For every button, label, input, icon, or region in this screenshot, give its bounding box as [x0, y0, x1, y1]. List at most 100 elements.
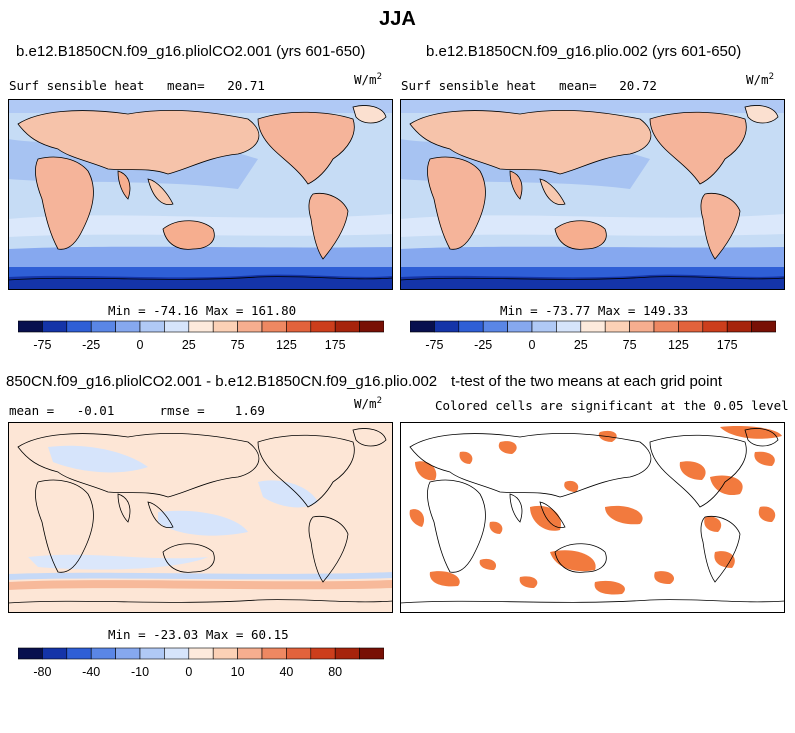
colorbar-box: [237, 320, 263, 333]
colorbar-box: [556, 320, 582, 333]
panel2-stats: Min = -73.77 Max = 149.33: [500, 303, 689, 318]
colorbar-box: [531, 320, 557, 333]
colorbar-box: [261, 320, 287, 333]
colorbar-tick-label: 75: [231, 338, 245, 352]
panel2-case-title: b.e12.B1850CN.f09_g16.plio.002 (yrs 601-…: [426, 43, 742, 60]
map-cool-patch-south: [28, 554, 208, 570]
panel2-units-base: W/m: [746, 72, 769, 88]
map-arctic-band: [400, 99, 785, 113]
map-south-america: [700, 192, 741, 260]
colorbar-box: [702, 320, 728, 333]
colorbar-tick-label: 125: [276, 338, 297, 352]
panel2-colorbar: -75 -25 0 25 75 125 175: [410, 320, 776, 354]
map-greenland: [352, 428, 387, 447]
colorbar-tick-label: -40: [82, 665, 100, 679]
colorbar-tick-label: 10: [231, 665, 245, 679]
colorbar-box: [751, 320, 776, 333]
colorbar-box: [212, 647, 238, 660]
panel4-map-svg: [400, 422, 785, 613]
colorbar-box: [164, 320, 190, 333]
map-australia: [162, 220, 215, 250]
colorbar-tick-label: 80: [328, 665, 342, 679]
colorbar-tick-label: 40: [279, 665, 293, 679]
colorbar-tick-label: 0: [137, 338, 144, 352]
map-australia: [554, 220, 607, 250]
colorbar-box: [90, 320, 116, 333]
map-eurasia: [17, 110, 260, 175]
map-south-america: [308, 192, 349, 260]
panel2-units: W/m2: [746, 72, 774, 87]
map-antarctica-coast: [400, 599, 785, 604]
panel2-colorbar-svg: -75 -25 0 25 75 125 175: [410, 320, 776, 352]
colorbar-box: [212, 320, 238, 333]
sig-cell: [758, 506, 776, 522]
sig-cell: [720, 426, 782, 439]
colorbar-box: [18, 320, 43, 333]
map-africa: [427, 156, 486, 250]
panel3-units-base: W/m: [354, 396, 377, 412]
colorbar-box: [261, 647, 287, 660]
sig-cell: [710, 475, 743, 496]
map-north-america: [257, 111, 355, 185]
panel3-units-exp: 2: [376, 396, 382, 406]
panel1-colorbar-svg: -75 -25 0 25 75 125 175: [18, 320, 384, 352]
panel1-mean-value: 20.71: [227, 78, 265, 93]
panel1-units-exp: 2: [376, 72, 382, 82]
colorbar-box: [458, 320, 484, 333]
panel1-variable-label: Surf sensible heat mean= 20.71: [9, 78, 265, 93]
colorbar-box: [410, 320, 435, 333]
sig-cell: [479, 558, 497, 570]
map-cool-patch-eurasia: [48, 445, 148, 473]
map-southern-band: [400, 246, 785, 267]
map-north-america: [649, 111, 747, 185]
map-frame: [400, 422, 785, 613]
map-eurasia: [409, 110, 652, 175]
panel2-map: [400, 99, 785, 290]
colorbar-box: [66, 320, 92, 333]
colorbar-tick-label: -10: [131, 665, 149, 679]
colorbar-box: [334, 647, 360, 660]
map-eurasia: [409, 433, 652, 498]
sig-cell: [654, 571, 675, 584]
colorbar-box: [359, 647, 384, 660]
panel4-map: [400, 422, 785, 613]
map-south-america: [700, 515, 741, 583]
colorbar-box: [42, 647, 68, 660]
sig-cell: [498, 441, 517, 454]
panel1-map-svg: [8, 99, 393, 290]
map-antarctica-coast: [8, 276, 393, 281]
colorbar-box: [66, 647, 92, 660]
panel1-units: W/m2: [354, 72, 382, 87]
sig-cell: [550, 550, 596, 572]
colorbar-tick-label: 75: [623, 338, 637, 352]
panel1-case-title: b.e12.B1850CN.f09_g16.pliolCO2.001 (yrs …: [16, 43, 366, 60]
colorbar-box: [164, 647, 190, 660]
map-north-america: [257, 434, 355, 508]
map-antarctica-coast: [8, 599, 393, 604]
colorbar-box: [653, 320, 679, 333]
colorbar-tick-label: 175: [717, 338, 738, 352]
map-southern-band: [8, 246, 393, 267]
map-india: [509, 493, 523, 523]
map-arctic-band: [8, 99, 393, 113]
panel3-colorbar: -80 -40 -10 0 10 40 80: [18, 647, 384, 681]
map-southeast-asia: [147, 501, 174, 529]
colorbar-box: [580, 320, 606, 333]
sig-cell: [429, 571, 460, 587]
colorbar-box: [188, 647, 214, 660]
panel3-stats: Min = -23.03 Max = 60.15: [108, 627, 289, 642]
colorbar-box: [434, 320, 460, 333]
sig-cell: [519, 576, 538, 588]
panel3-mean-rmse: mean = -0.01 rmse = 1.69: [9, 403, 265, 418]
sig-cell: [594, 580, 625, 595]
panel1-stats: Min = -74.16 Max = 161.80: [108, 303, 297, 318]
panel2-units-exp: 2: [768, 72, 774, 82]
panel2-mean-value: 20.72: [619, 78, 657, 93]
colorbar-box: [310, 320, 336, 333]
colorbar-box: [334, 320, 360, 333]
map-southern-ocean-cool-stripe: [8, 572, 393, 580]
colorbar-tick-label: -25: [82, 338, 100, 352]
map-southeast-asia: [539, 501, 566, 529]
map-southeast-asia: [147, 178, 174, 206]
colorbar-box: [678, 320, 704, 333]
